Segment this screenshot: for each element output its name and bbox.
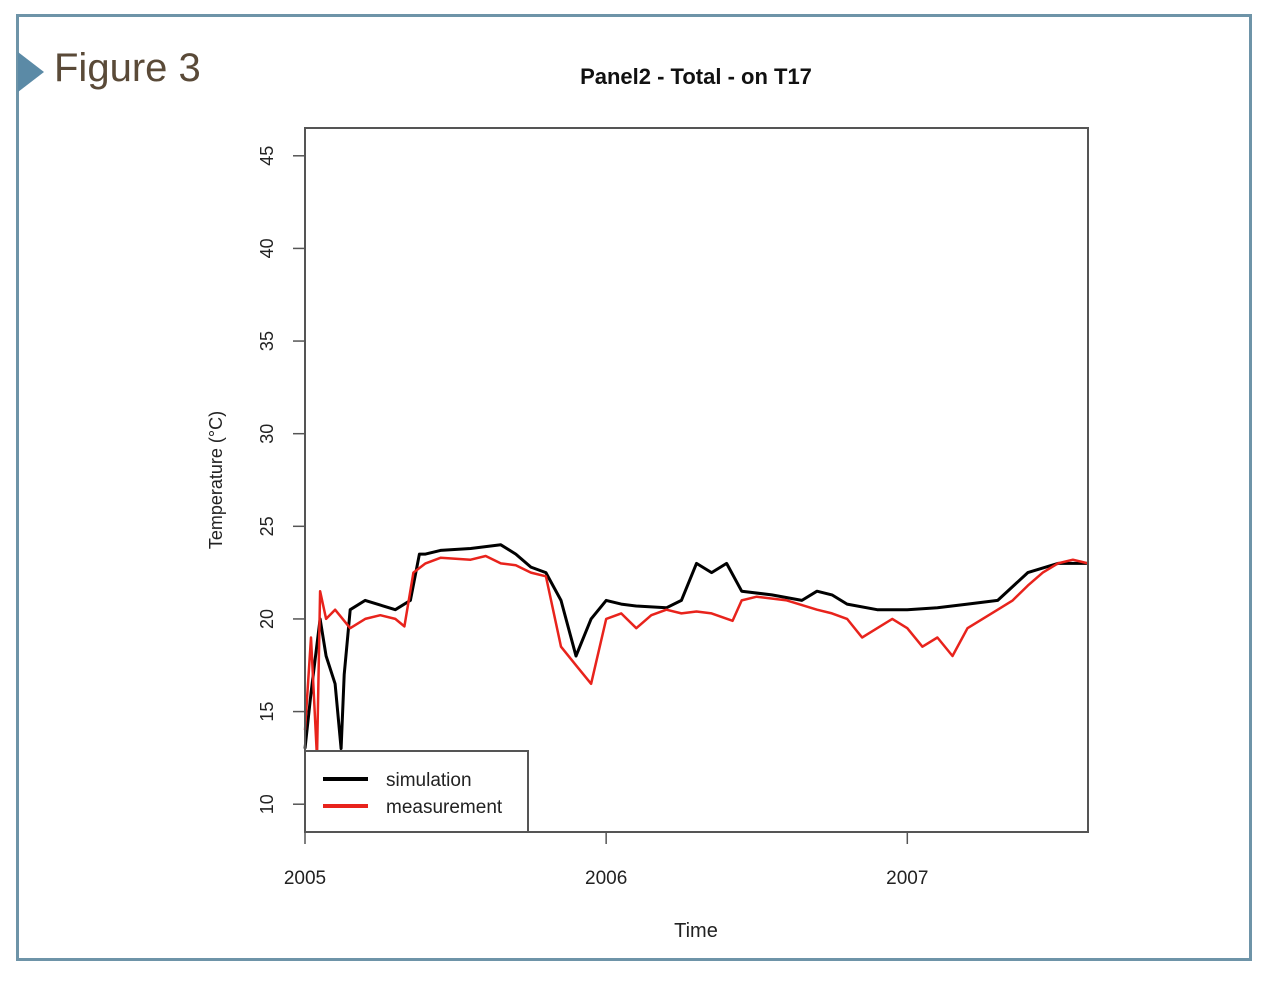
figure-marker-arrow-icon (18, 52, 44, 92)
figure-frame (16, 14, 1252, 961)
x-tick-label-2007: 2007 (886, 868, 928, 889)
plot-box (304, 127, 1089, 833)
series-line-simulation (303, 543, 1088, 751)
axes-layer: 10 15 20 25 30 35 40 45 2005 2006 2007 (257, 146, 928, 889)
legend-label-simulation: simulation (386, 770, 472, 791)
x-axis-label: Time (674, 920, 718, 942)
y-tick-label-10: 10 (257, 794, 277, 814)
y-tick-label-30: 30 (257, 424, 277, 444)
series-line-measurement (303, 554, 1089, 760)
chart-title: Panel2 - Total - on T17 (580, 64, 812, 89)
legend-label-measurement: measurement (386, 797, 503, 818)
figure-label: Figure 3 (54, 46, 201, 90)
y-tick-label-40: 40 (257, 238, 277, 258)
legend-box (304, 750, 529, 833)
y-tick-label-15: 15 (257, 702, 277, 722)
y-axis-label: Temperature (°C) (206, 411, 226, 549)
y-tick-label-35: 35 (257, 331, 277, 351)
x-tick-label-2005: 2005 (284, 868, 326, 889)
x-tick-label-2006: 2006 (585, 868, 627, 889)
series-layer (303, 543, 1089, 760)
legend: simulation measurement (304, 750, 529, 833)
y-tick-label-45: 45 (257, 146, 277, 166)
y-tick-label-20: 20 (257, 609, 277, 629)
y-tick-label-25: 25 (257, 516, 277, 536)
